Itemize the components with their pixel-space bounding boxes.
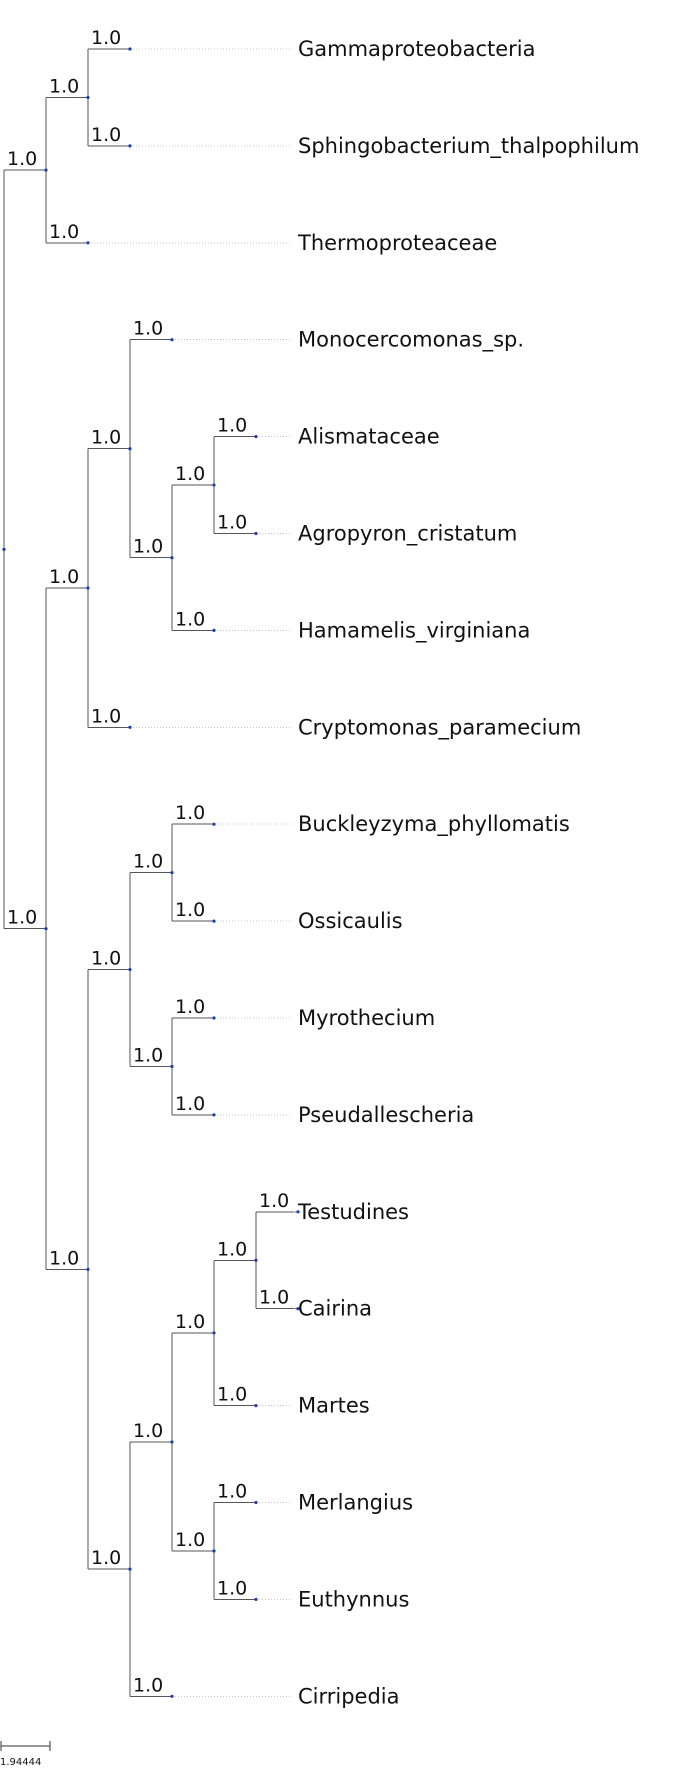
internal-node-marker — [254, 1258, 258, 1262]
scale-bar-label: 1.94444 — [0, 1757, 41, 1768]
leaf-label: Gammaproteobacteria — [298, 37, 536, 61]
leaf-node-marker — [212, 1113, 216, 1117]
leaf-node-marker — [128, 47, 132, 51]
support-value-label: 1.0 — [49, 1247, 79, 1269]
leaf-label: Myrothecium — [298, 1006, 435, 1030]
internal-node-marker — [170, 1440, 174, 1444]
support-value-label: 1.0 — [91, 705, 121, 727]
support-value-label: 1.0 — [7, 907, 37, 929]
support-value-label: 1.0 — [259, 1190, 289, 1212]
support-value-label: 1.0 — [133, 1044, 163, 1066]
leaf-node-marker — [86, 241, 90, 245]
leaf-label: Cairina — [298, 1297, 372, 1321]
leaf-label: Agropyron_cristatum — [298, 522, 517, 547]
support-value-label: 1.0 — [49, 566, 79, 588]
support-value-label: 1.0 — [175, 1093, 205, 1115]
leaf-label: Ossicaulis — [298, 909, 403, 933]
internal-node-marker — [44, 927, 48, 931]
leaf-node-marker — [212, 822, 216, 826]
internal-node-marker — [2, 547, 6, 551]
support-value-label: 1.0 — [133, 1420, 163, 1442]
support-value-label: 1.0 — [217, 415, 247, 437]
support-value-label: 1.0 — [91, 27, 121, 49]
support-value-label: 1.0 — [175, 1529, 205, 1551]
support-value-label: 1.0 — [175, 463, 205, 485]
leaf-label: Testudines — [297, 1200, 409, 1224]
leaf-label: Alismataceae — [298, 425, 440, 449]
support-value-label: 1.0 — [133, 536, 163, 558]
support-value-label: 1.0 — [175, 996, 205, 1018]
support-value-label: 1.0 — [7, 148, 37, 170]
internal-node-marker — [86, 586, 90, 590]
leaf-label: Cirripedia — [298, 1684, 400, 1708]
internal-node-marker — [212, 1549, 216, 1553]
internal-node-marker — [128, 447, 132, 451]
support-value-label: 1.0 — [217, 1481, 247, 1503]
leaf-leader-lines — [91, 48, 301, 1697]
support-value-label: 1.0 — [91, 948, 121, 970]
leaf-label: Martes — [298, 1394, 370, 1418]
support-value-label: 1.0 — [49, 75, 79, 97]
leaf-node-marker — [254, 435, 258, 439]
support-value-label: 1.0 — [175, 1311, 205, 1333]
support-value-label: 1.0 — [175, 802, 205, 824]
leaf-node-marker — [254, 531, 258, 536]
leaf-label: Buckleyzyma_phyllomatis — [298, 812, 570, 837]
support-value-label: 1.0 — [217, 1238, 247, 1260]
scale-bar: 1.94444 — [0, 1741, 51, 1768]
leaf-node-marker — [212, 1016, 216, 1020]
leaf-label: Monocercomonas_sp. — [298, 328, 524, 353]
support-value-label: 1.0 — [133, 851, 163, 873]
internal-node-marker — [86, 95, 90, 100]
support-value-label: 1.0 — [91, 1547, 121, 1569]
support-value-label: 1.0 — [91, 124, 121, 146]
internal-node-marker — [212, 1331, 216, 1335]
internal-node-marker — [44, 168, 48, 172]
support-value-label: 1.0 — [49, 221, 79, 243]
leaf-label: Euthynnus — [298, 1587, 409, 1611]
support-value-label: 1.0 — [259, 1287, 289, 1309]
leaf-label: Thermoproteaceae — [297, 231, 497, 255]
support-value-label: 1.0 — [91, 427, 121, 449]
internal-node-marker — [170, 1064, 174, 1069]
leaf-label: Pseudallescheria — [298, 1103, 474, 1127]
leaf-label: Hamamelis_virginiana — [298, 618, 530, 643]
support-value-label: 1.0 — [133, 318, 163, 340]
support-value-label: 1.0 — [175, 608, 205, 630]
leaf-node-marker — [254, 1404, 258, 1408]
leaf-label: Merlangius — [298, 1491, 413, 1515]
leaf-node-marker — [170, 338, 174, 342]
internal-node-marker — [170, 871, 174, 875]
leaf-node-marker — [254, 1597, 258, 1601]
support-labels: 1.0 1.0 1.0 1.0 1.0 1.0 1.0 1.0 1.0 1.0 1.0 1.0 1.0 1… — [7, 27, 289, 1696]
internal-node-marker — [170, 556, 174, 560]
internal-node-marker — [86, 1267, 90, 1271]
support-value-label: 1.0 — [217, 1384, 247, 1406]
leaf-node-marker — [212, 628, 216, 633]
leaf-node-marker — [296, 1307, 300, 1311]
leaf-node-marker — [170, 1694, 174, 1698]
support-value-label: 1.0 — [133, 1674, 163, 1696]
leaf-labels: Gammaproteobacteria Sphingobacterium_thal… — [297, 37, 639, 1708]
leaf-node-marker — [212, 919, 216, 923]
leaf-node-marker — [296, 1210, 300, 1214]
internal-node-marker — [128, 1567, 132, 1571]
node-markers — [2, 47, 300, 1698]
leaf-node-marker — [254, 1500, 258, 1505]
leaf-node-marker — [128, 144, 132, 148]
support-value-label: 1.0 — [217, 512, 247, 534]
leaf-label: Sphingobacterium_thalpophilum — [298, 134, 639, 159]
leaf-node-marker — [128, 725, 132, 729]
internal-node-marker — [212, 483, 216, 487]
leaf-label: Cryptomonas_paramecium — [298, 715, 581, 740]
internal-node-marker — [128, 967, 132, 972]
support-value-label: 1.0 — [175, 899, 205, 921]
support-value-label: 1.0 — [217, 1577, 247, 1599]
